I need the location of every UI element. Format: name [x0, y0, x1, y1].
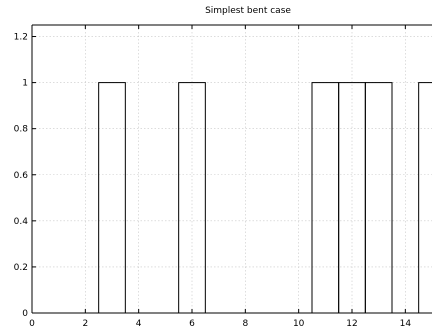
x-tick-label: 12	[346, 319, 357, 329]
x-axis-ticks: 0 2 4 6 8 10 12 14	[29, 25, 411, 329]
y-tick-label: 1	[22, 79, 28, 89]
bar-6	[418, 82, 432, 313]
y-tick-label: 0.6	[14, 171, 29, 181]
x-tick-label: 4	[136, 319, 142, 329]
x-tick-label: 2	[82, 319, 88, 329]
y-tick-label: 0.8	[14, 125, 29, 135]
x-tick-label: 14	[400, 319, 412, 329]
bar-5	[364, 82, 393, 313]
y-tick-label: 0.2	[14, 263, 28, 273]
bar-1	[98, 82, 126, 313]
grid	[32, 25, 432, 313]
axes	[31, 24, 432, 314]
y-tick-label: 0.4	[14, 217, 29, 227]
y-tick-label: 0	[22, 309, 28, 319]
bars	[98, 82, 432, 313]
x-tick-label: 0	[29, 319, 35, 329]
x-tick-label: 10	[293, 319, 305, 329]
bar-3	[311, 82, 340, 313]
x-tick-label: 8	[242, 319, 248, 329]
y-axis-ticks: 0 0.2 0.4 0.6 0.8 1 1.2	[14, 33, 36, 319]
chart-title: Simplest bent case	[205, 6, 291, 16]
y-tick-label: 1.2	[14, 33, 28, 43]
x-tick-label: 6	[189, 319, 195, 329]
